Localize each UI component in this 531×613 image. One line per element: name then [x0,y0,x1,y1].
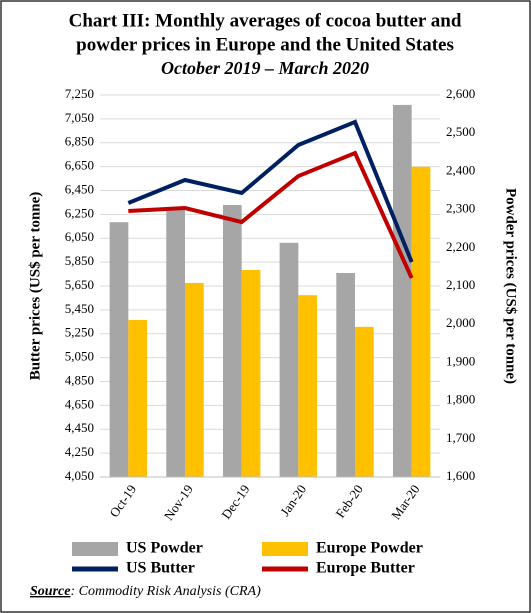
y2-tick-label: 2,400 [446,162,475,177]
chart-title: Chart III: Monthly averages of cocoa but… [69,10,462,31]
bar [109,222,129,477]
legend-label: Europe Butter [316,560,415,577]
y-tick-label: 7,050 [65,110,94,125]
bar [298,295,318,477]
y2-tick-label: 2,500 [446,124,475,139]
y2-tick-label: 1,800 [446,392,475,407]
bar [279,242,299,477]
bar [355,326,374,477]
bar [185,282,204,477]
y2-tick-label: 2,600 [446,86,475,101]
y-tick-label: 4,050 [65,468,94,483]
bar [166,209,185,477]
y-tick-label: 6,650 [65,158,94,173]
bar [128,319,148,477]
y-tick-label: 5,050 [65,349,94,364]
bar [411,166,431,478]
y2-tick-label: 2,000 [446,315,475,330]
y2-tick-label: 2,300 [446,201,475,216]
source-label: Source [30,584,70,599]
chart-subtitle: October 2019 – March 2020 [161,58,369,78]
source: Source: Commodity Risk Analysis (CRA) [30,584,261,599]
line [128,150,414,279]
y-axis-title: Butter prices (US$ per tonne) [27,192,43,381]
y2-axis-title: Powder prices (US$ per tonne) [503,188,519,384]
y-tick-label: 5,650 [65,277,94,292]
legend-swatch [262,542,308,556]
y-tick-label: 4,650 [65,396,94,411]
bar [222,205,242,478]
bar [392,104,412,477]
y-tick-label: 4,850 [65,372,94,387]
y2-tick-label: 1,900 [446,353,475,368]
y-tick-label: 6,050 [65,229,94,244]
y-tick-label: 5,850 [65,253,94,268]
y-tick-label: 5,250 [65,325,94,340]
source-text: : Commodity Risk Analysis (CRA) [70,584,261,599]
y-tick-label: 6,250 [65,205,94,220]
y2-tick-label: 1,600 [446,468,475,483]
y2-tick-label: 2,100 [446,277,475,292]
legend-label: US Butter [126,560,195,577]
line [127,119,414,263]
y-tick-label: 4,450 [65,420,94,435]
y-tick-label: 5,450 [65,301,94,316]
bar [241,269,261,477]
y2-tick-label: 2,200 [446,239,475,254]
y-tick-label: 7,250 [65,86,94,101]
y2-tick-label: 1,700 [446,430,475,445]
legend-label: US Powder [126,540,203,557]
y-tick-label: 6,850 [65,134,94,149]
chart-title: powder prices in Europe and the United S… [76,34,454,55]
bar [336,273,355,477]
legend-swatch [72,542,118,556]
y-tick-label: 6,450 [65,181,94,196]
y-tick-label: 4,250 [65,444,94,459]
legend-label: Europe Powder [316,540,423,557]
